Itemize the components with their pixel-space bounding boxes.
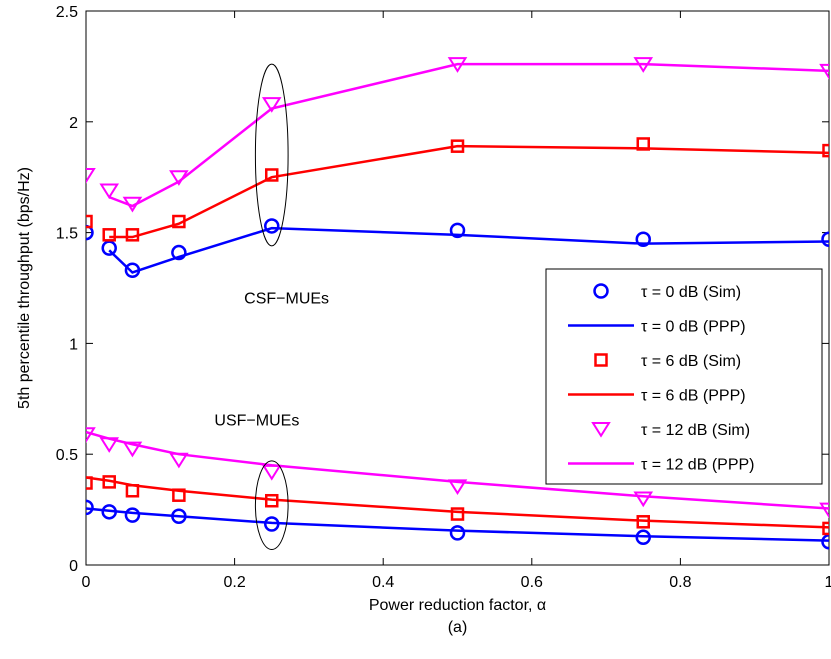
x-tick-label: 1 (825, 574, 831, 591)
data-point (102, 228, 116, 242)
data-point (122, 441, 143, 458)
figure-caption: (a) (448, 619, 468, 636)
series-line (108, 226, 829, 274)
x-tick-label: 0.6 (521, 574, 543, 591)
plot-frame (85, 10, 830, 566)
legend-entry-label: τ = 6 dB (Sim) (641, 353, 741, 370)
legend-marker-swatch (591, 422, 611, 438)
data-point (633, 491, 654, 508)
series-9 (86, 476, 829, 529)
data-point (819, 502, 829, 519)
data-point (99, 183, 120, 200)
series-11 (86, 430, 829, 510)
data-point (450, 507, 465, 521)
data-point (86, 214, 93, 229)
series-line (108, 62, 829, 208)
x-axis-label: Power reduction factor, α (369, 597, 546, 614)
data-point (265, 168, 279, 182)
data-point (86, 224, 94, 241)
x-tick-label: 0.2 (223, 574, 245, 591)
series-1 (108, 226, 829, 274)
data-point (821, 231, 829, 247)
data-point (822, 143, 829, 158)
data-point (635, 231, 651, 247)
data-point (86, 476, 93, 490)
x-tick-label: 0.4 (372, 574, 394, 591)
annotation-label: CSF−MUEs (244, 291, 329, 308)
series-line (86, 430, 829, 510)
data-point (447, 479, 468, 496)
series-4 (86, 57, 829, 213)
data-point (171, 244, 187, 261)
x-tick-label: 0 (82, 574, 91, 591)
series-line (86, 476, 829, 529)
data-point (101, 240, 117, 256)
legend-entry-label: τ = 12 dB (Sim) (641, 422, 750, 439)
data-point (449, 222, 466, 239)
legend-entry-label: τ = 12 dB (PPP) (641, 457, 754, 474)
data-point (821, 533, 829, 550)
series-8 (86, 475, 829, 536)
data-point (449, 525, 466, 541)
y-axis-label: 5th percentile throughput (bps/Hz) (16, 167, 33, 409)
data-point (261, 464, 282, 481)
y-tick-label: 2.5 (56, 4, 78, 21)
x-tick-label: 0.8 (669, 574, 691, 591)
y-tick-label: 0 (69, 558, 78, 575)
data-point (86, 167, 96, 184)
y-tick-label: 1 (69, 336, 78, 353)
series-line (86, 507, 829, 542)
legend-box (545, 268, 823, 485)
data-point (264, 218, 280, 234)
y-tick-label: 2 (69, 115, 78, 132)
y-tick-label: 1.5 (56, 226, 78, 243)
data-point (822, 521, 829, 536)
legend-entry-label: τ = 0 dB (Sim) (641, 284, 741, 301)
legend-entry-label: τ = 0 dB (PPP) (641, 319, 746, 336)
series-5 (108, 62, 829, 208)
data-point (261, 97, 282, 113)
data-point (86, 427, 96, 443)
legend (545, 268, 823, 485)
plot-area (86, 57, 829, 550)
series-line (109, 144, 829, 239)
group-ellipse (254, 63, 289, 247)
data-point (124, 507, 141, 523)
group-ellipse (254, 460, 289, 550)
legend-entry-label: τ = 6 dB (PPP) (641, 388, 746, 405)
y-tick-label: 0.5 (56, 447, 78, 464)
annotation-label: USF−MUEs (214, 412, 299, 429)
series-3 (109, 144, 829, 239)
legend-marker-swatch (593, 283, 609, 299)
legend-marker-swatch (594, 353, 608, 367)
series-0 (86, 218, 829, 279)
data-point (86, 499, 94, 516)
series-7 (86, 507, 829, 542)
